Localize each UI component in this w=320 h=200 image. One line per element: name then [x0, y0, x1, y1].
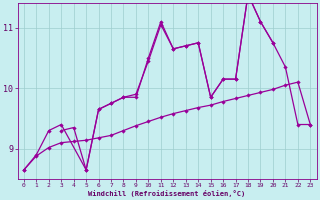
X-axis label: Windchill (Refroidissement éolien,°C): Windchill (Refroidissement éolien,°C) [88, 190, 246, 197]
